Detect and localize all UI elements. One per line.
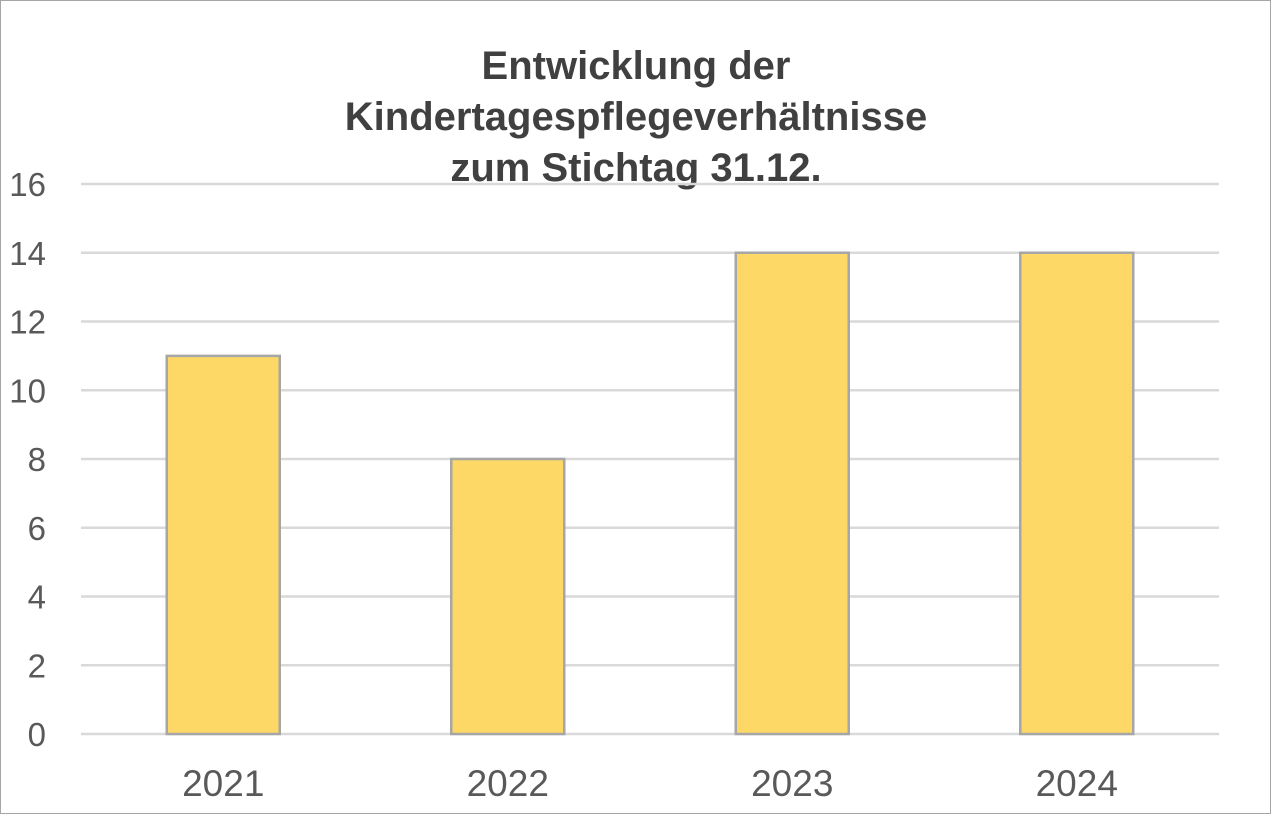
x-category-label-2024: 2024 <box>1036 763 1118 804</box>
y-tick-label-12: 12 <box>9 304 46 341</box>
bar-2024 <box>1019 251 1135 736</box>
chart-title-line-3: zum Stichtag 31.12. <box>450 146 822 190</box>
bar-2023 <box>734 251 850 736</box>
chart-title: Entwicklung der Kindertagespflegeverhält… <box>236 41 1036 194</box>
bars <box>165 251 1135 736</box>
x-category-label-2023: 2023 <box>751 763 833 804</box>
y-tick-label-0: 0 <box>28 716 46 753</box>
bar-2022 <box>450 457 566 736</box>
y-tick-label-10: 10 <box>9 372 46 409</box>
y-tick-label-4: 4 <box>28 579 46 616</box>
x-axis-categories: 2021 2022 2023 2024 <box>182 763 1118 804</box>
y-tick-label-16: 16 <box>9 166 46 203</box>
bar-2021 <box>165 354 281 736</box>
y-tick-label-6: 6 <box>28 510 46 547</box>
y-tick-label-2: 2 <box>28 647 46 684</box>
x-category-label-2022: 2022 <box>467 763 549 804</box>
x-category-label-2021: 2021 <box>182 763 264 804</box>
y-tick-label-14: 14 <box>9 235 46 272</box>
y-tick-label-8: 8 <box>28 441 46 478</box>
chart-title-line-1: Entwicklung der <box>481 44 791 88</box>
chart-title-line-2: Kindertagespflegeverhältnisse <box>344 95 928 139</box>
y-axis-ticks: 0 2 4 6 8 10 12 14 16 <box>9 166 46 753</box>
